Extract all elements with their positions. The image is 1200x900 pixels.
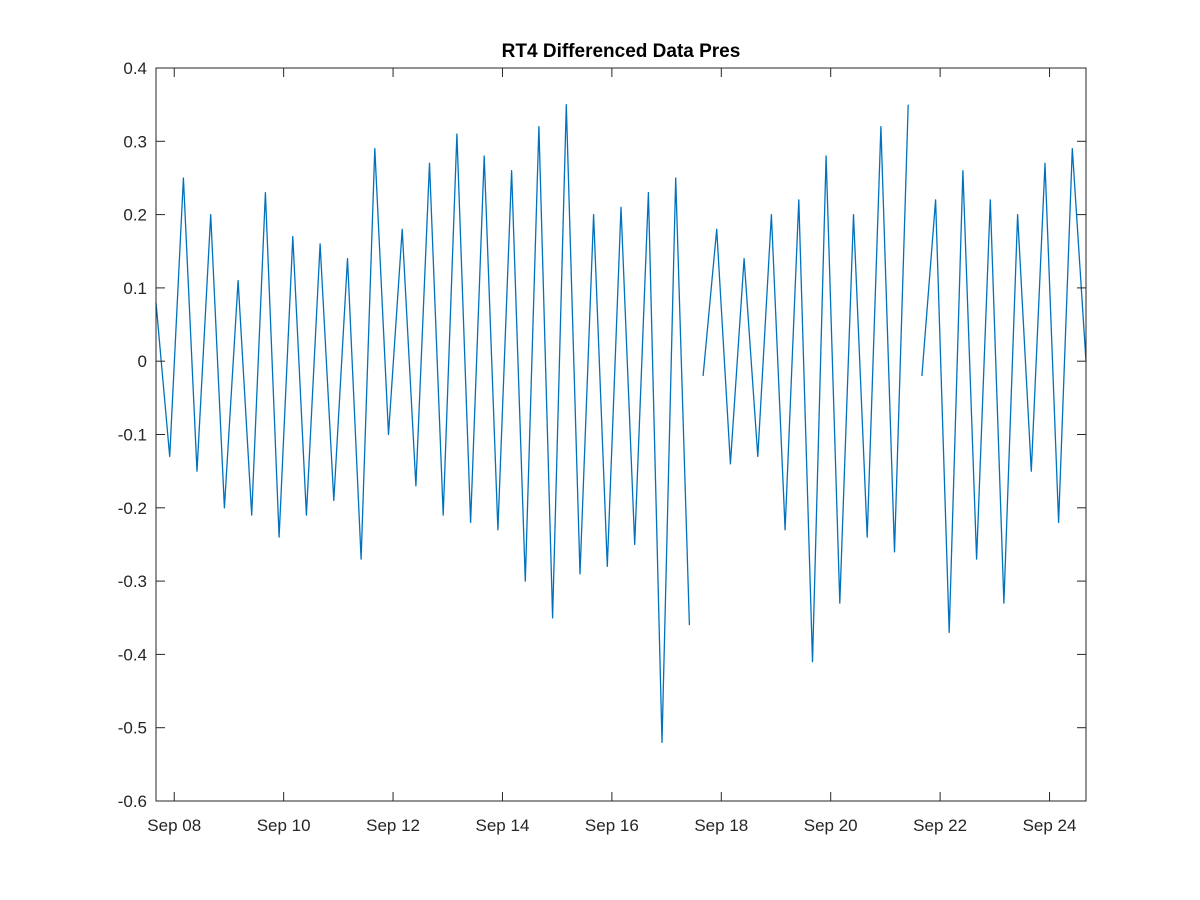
series-line-segment-2	[702, 104, 909, 663]
y-tick-label: 0.2	[123, 206, 147, 225]
y-tick-label: -0.1	[118, 426, 147, 445]
x-tick-label: Sep 10	[257, 816, 311, 835]
y-tick-label: -0.5	[118, 719, 147, 738]
series-line-segment-1	[155, 104, 691, 744]
x-tick-label: Sep 14	[476, 816, 530, 835]
x-tick-label: Sep 16	[585, 816, 639, 835]
y-axis: -0.6 -0.5 -0.4 -0.3 -0.2 -0.1 0 0.1 0.2 0.3 0.4	[118, 59, 1086, 811]
y-tick-label: -0.3	[118, 572, 147, 591]
y-tick-label: -0.6	[118, 792, 147, 811]
plot-area	[156, 68, 1086, 801]
x-tick-label: Sep 22	[913, 816, 967, 835]
x-tick-label: Sep 18	[694, 816, 748, 835]
y-tick-label: -0.4	[118, 645, 147, 664]
y-tick-label: 0.3	[123, 132, 147, 151]
x-axis: Sep 08 Sep 10 Sep 12 Sep 14 Sep 16 Sep 18 Sep …	[147, 68, 1076, 835]
series-line-segment-3	[921, 147, 1087, 634]
y-tick-label: -0.2	[118, 499, 147, 518]
series-layer	[155, 104, 1087, 744]
x-tick-label: Sep 20	[804, 816, 858, 835]
y-tick-label: 0.4	[123, 59, 147, 78]
chart-title: RT4 Differenced Data Pres	[502, 41, 741, 62]
y-tick-label: 0	[138, 352, 147, 371]
y-tick-label: 0.1	[123, 279, 147, 298]
x-tick-label: Sep 24	[1023, 816, 1077, 835]
x-tick-label: Sep 08	[147, 816, 201, 835]
x-tick-label: Sep 12	[366, 816, 420, 835]
